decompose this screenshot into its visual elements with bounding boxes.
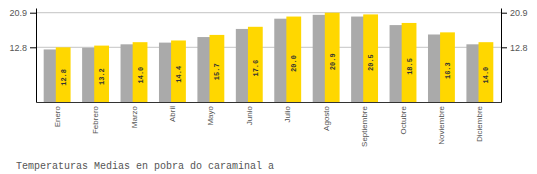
tick: Enero — [53, 102, 62, 127]
tick-label: Enero — [53, 105, 62, 127]
tick-label: Noviembre — [437, 105, 446, 144]
tick: Agosto — [322, 102, 331, 131]
bars — [44, 13, 494, 102]
tick-mark — [501, 13, 507, 14]
tick-label: 12.8 — [9, 43, 27, 53]
bar — [248, 27, 263, 102]
data-labels: 12.8 13.2 14.0 14.4 15.7 17.6 20.0 20.9 20.5 18.5… — [60, 53, 491, 85]
tick-mark — [501, 47, 507, 48]
tick: 20.9 — [501, 8, 528, 18]
tick-label: Agosto — [322, 105, 331, 130]
data-label: 17.6 — [252, 60, 260, 77]
data-label: 20.5 — [367, 54, 375, 71]
chart: 12.8 13.2 14.0 14.4 15.7 17.6 20.0 20.9 20.5 18.5… — [0, 0, 537, 174]
data-label: 13.2 — [98, 68, 106, 85]
tick-mark — [30, 13, 36, 14]
bar — [56, 47, 71, 102]
tick-label: Diciembre — [475, 105, 484, 142]
tick-label: Octubre — [399, 105, 408, 134]
tick: Abril — [168, 102, 177, 122]
axis-line — [501, 9, 502, 103]
bar — [286, 17, 301, 102]
tick: Noviembre — [437, 102, 446, 145]
tick: Mayo — [206, 102, 215, 126]
tick-label: Febrero — [91, 105, 100, 134]
tick-label: Junio — [245, 105, 254, 125]
data-label: 12.8 — [60, 69, 68, 86]
data-label: 14.4 — [175, 66, 183, 83]
tick-label: Abril — [168, 106, 177, 122]
bar — [210, 35, 225, 102]
tick-label: 20.9 — [9, 8, 27, 18]
x-axis: Enero Febrero Marzo Abril Mayo Junio Julio Agos… — [37, 102, 502, 147]
tick-label: 12.8 — [510, 43, 528, 53]
tick: Junio — [245, 102, 254, 125]
tick-label: Julio — [283, 105, 292, 122]
bar — [479, 42, 494, 102]
tick: Septiembre — [360, 102, 369, 147]
tick-label: 20.9 — [510, 8, 528, 18]
plot: 12.8 13.2 14.0 14.4 15.7 17.6 20.0 20.9 20.5 18.5… — [9, 8, 527, 147]
series — [56, 13, 494, 102]
series — [44, 15, 482, 102]
y-axis: 12.8 20.9 — [9, 8, 36, 102]
tick: 12.8 — [501, 43, 528, 53]
tick-label: Mayo — [206, 105, 215, 125]
bar — [402, 23, 417, 102]
data-label: 14.0 — [482, 67, 490, 84]
bar — [133, 42, 148, 102]
tick: Octubre — [399, 102, 408, 134]
tick: Febrero — [91, 102, 100, 134]
tick: Diciembre — [475, 102, 484, 142]
bar — [94, 46, 109, 102]
tick: 12.8 — [9, 43, 36, 53]
data-label: 15.7 — [213, 63, 221, 80]
tick: Marzo — [130, 102, 139, 128]
grid-line — [36, 12, 501, 13]
tick: 20.9 — [9, 8, 36, 18]
data-label: 20.0 — [290, 55, 298, 72]
title: Temperaturas Medias en pobra do caramina… — [16, 161, 274, 172]
bar — [325, 13, 340, 102]
data-label: 16.3 — [444, 62, 452, 79]
tick-mark — [30, 47, 36, 48]
tick: Julio — [283, 102, 292, 122]
axis-line — [37, 102, 502, 103]
tick-label: Septiembre — [360, 105, 369, 146]
data-label: 18.5 — [406, 58, 414, 75]
data-label: 14.0 — [136, 67, 144, 84]
data-label: 20.9 — [329, 53, 337, 70]
y-axis-right: 12.8 20.9 — [501, 8, 528, 102]
bar — [171, 40, 186, 102]
tick-label: Marzo — [130, 105, 139, 128]
bar — [440, 32, 455, 102]
bar — [363, 14, 378, 102]
axis-line — [36, 9, 37, 103]
